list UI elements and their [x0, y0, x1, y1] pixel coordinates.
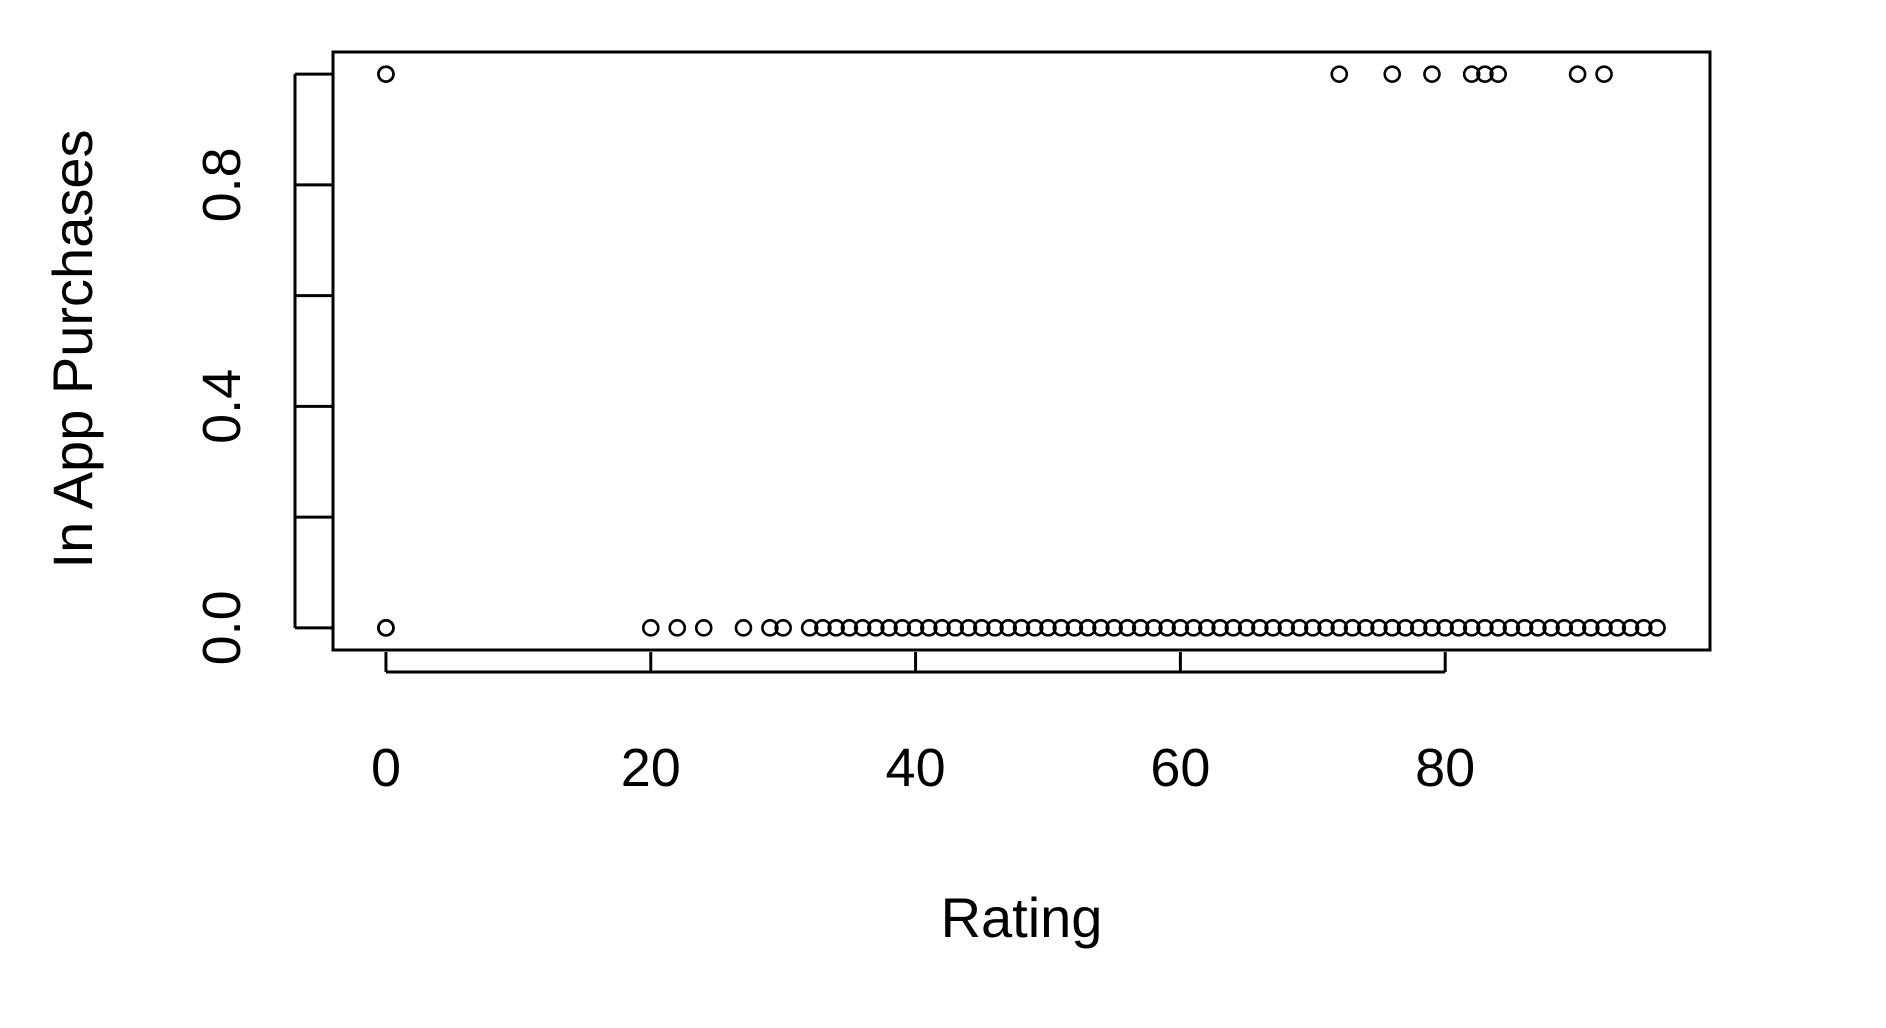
- data-point: [1396, 619, 1415, 637]
- data-point: [1105, 619, 1123, 637]
- data-point: [1065, 619, 1084, 637]
- data-point: [1356, 619, 1375, 637]
- data-point: [1264, 619, 1282, 637]
- x-tick-label: 60: [1150, 738, 1210, 798]
- data-point: [1052, 619, 1071, 637]
- data-point: [1277, 619, 1296, 637]
- data-point: [827, 619, 845, 637]
- data-point: [1025, 619, 1044, 637]
- data-point: [668, 619, 687, 637]
- data-point: [959, 619, 978, 637]
- data-point: [1092, 619, 1110, 637]
- plot-frame: [331, 50, 1712, 652]
- data-point: [1370, 619, 1388, 637]
- data-point: [867, 619, 885, 637]
- x-tick-label: 0: [371, 738, 401, 798]
- data-point: [880, 619, 898, 637]
- data-point: [1476, 619, 1494, 637]
- data-point: [1330, 65, 1349, 83]
- data-point: [1303, 619, 1322, 637]
- data-point: [774, 619, 792, 637]
- data-point: [1436, 619, 1454, 637]
- data-point: [1383, 619, 1402, 637]
- data-point: [1634, 619, 1653, 637]
- data-point: [920, 619, 938, 637]
- data-point: [972, 619, 991, 637]
- data-point: [800, 619, 819, 637]
- data-point: [1330, 619, 1349, 637]
- data-point: [1595, 65, 1613, 83]
- data-points: [377, 65, 1666, 637]
- data-point: [1582, 619, 1600, 637]
- data-point: [1198, 619, 1216, 637]
- data-point: [1012, 619, 1031, 637]
- data-point: [999, 619, 1018, 637]
- data-point: [1383, 65, 1402, 83]
- data-point: [1171, 619, 1190, 637]
- data-point: [1237, 619, 1256, 637]
- data-point: [1158, 619, 1176, 637]
- data-point: [933, 619, 951, 637]
- data-point: [1476, 65, 1494, 83]
- data-point: [377, 619, 395, 637]
- y-axis-title: In App Purchases: [41, 130, 104, 569]
- data-point: [1462, 65, 1481, 83]
- x-axis-title: Rating: [941, 886, 1103, 949]
- data-point: [1648, 619, 1666, 637]
- data-point: [1555, 619, 1574, 637]
- x-axis: 0 20 40 60 80: [371, 652, 1475, 798]
- data-point: [1211, 619, 1229, 637]
- data-point: [377, 65, 395, 83]
- data-point: [1595, 619, 1613, 637]
- data-point: [1423, 619, 1441, 637]
- data-point: [1131, 619, 1150, 637]
- data-point: [1251, 619, 1269, 637]
- data-point: [893, 619, 912, 637]
- data-point: [641, 619, 660, 637]
- data-point: [1409, 619, 1428, 637]
- data-point: [1317, 619, 1335, 637]
- data-point: [694, 619, 713, 637]
- data-point: [1502, 619, 1521, 637]
- x-tick-label: 40: [886, 738, 946, 798]
- data-point: [946, 619, 965, 637]
- data-point: [1529, 619, 1547, 637]
- data-point: [1489, 619, 1507, 637]
- data-point: [840, 619, 859, 637]
- data-point: [1568, 619, 1587, 637]
- y-tick-label: 0.0: [192, 590, 252, 665]
- y-tick-label: 0.8: [192, 147, 252, 222]
- y-tick-label: 0.4: [192, 369, 252, 444]
- data-point: [1542, 619, 1560, 637]
- data-point: [1621, 619, 1640, 637]
- data-point: [1568, 65, 1587, 83]
- data-point: [1343, 619, 1362, 637]
- data-point: [1039, 619, 1057, 637]
- data-point: [734, 619, 753, 637]
- data-point: [986, 619, 1004, 637]
- y-axis: 0.0 0.4 0.8: [192, 72, 333, 665]
- x-tick-label: 80: [1415, 738, 1475, 798]
- data-point: [1118, 619, 1137, 637]
- data-point: [906, 619, 925, 637]
- data-point: [1423, 65, 1441, 83]
- data-point: [814, 619, 832, 637]
- data-point: [1608, 619, 1627, 637]
- data-point: [853, 619, 872, 637]
- x-tick-label: 20: [621, 738, 681, 798]
- data-point: [1224, 619, 1243, 637]
- data-point: [1462, 619, 1481, 637]
- data-point: [1145, 619, 1163, 637]
- data-point: [1184, 619, 1203, 637]
- data-point: [1515, 619, 1534, 637]
- data-point: [1290, 619, 1309, 637]
- data-point: [1489, 65, 1507, 83]
- data-point: [1449, 619, 1468, 637]
- data-point: [1078, 619, 1097, 637]
- data-point: [761, 619, 779, 637]
